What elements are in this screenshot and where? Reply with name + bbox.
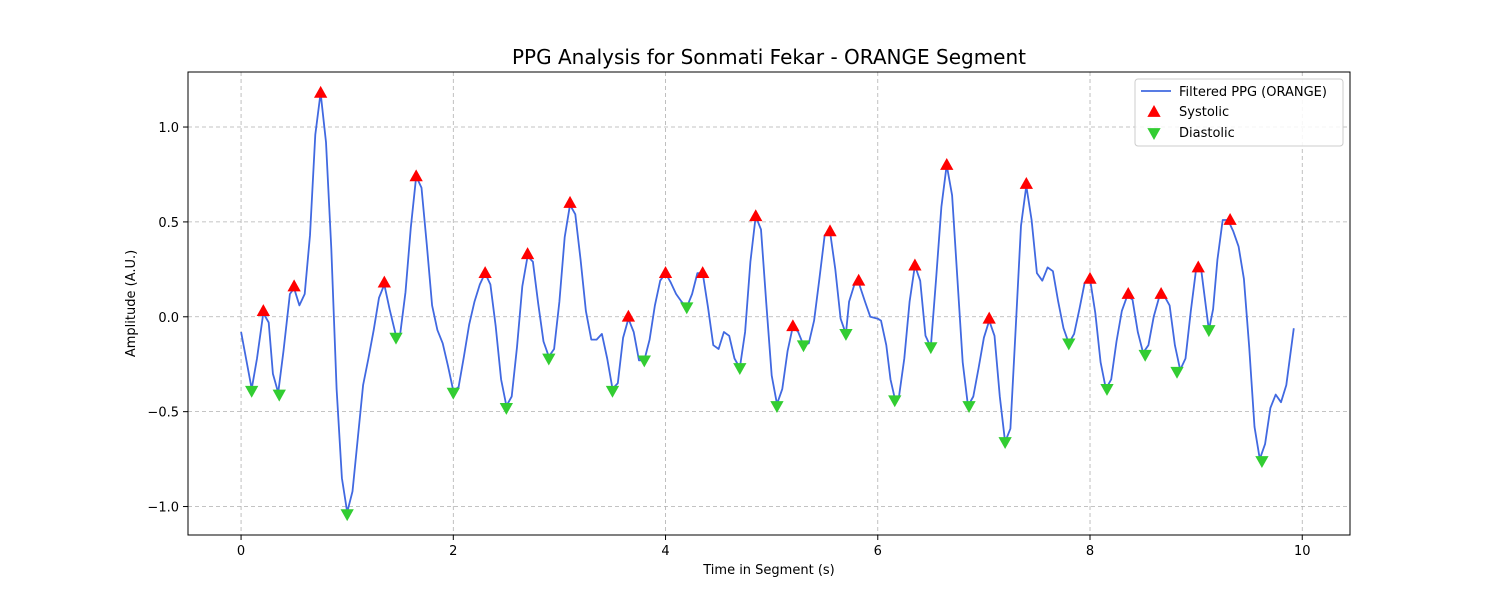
y-tick-label: 1.0 <box>158 121 179 136</box>
plot-frame <box>187 71 1351 536</box>
legend-label-diastolic: Diastolic <box>1179 126 1235 141</box>
systolic-point <box>563 195 577 208</box>
diastolic-point <box>888 395 902 408</box>
x-tick-label: 4 <box>661 544 669 559</box>
diastolic-point <box>733 363 747 376</box>
x-axis: 0 2 4 6 8 10 <box>237 535 1311 559</box>
diastolic-point <box>1170 366 1184 379</box>
x-axis-label: Time in Segment (s) <box>702 563 834 578</box>
y-axis: −1.0 −0.5 0.0 0.5 1.0 <box>147 121 188 516</box>
legend-label-systolic: Systolic <box>1179 105 1229 120</box>
diastolic-markers <box>245 302 1269 522</box>
systolic-point <box>1019 176 1033 189</box>
systolic-point <box>1083 271 1097 284</box>
systolic-point <box>256 304 270 316</box>
systolic-point <box>982 311 996 324</box>
diastolic-point <box>1138 349 1152 362</box>
diastolic-point <box>1062 338 1076 351</box>
diastolic-point <box>839 328 853 341</box>
x-tick-label: 0 <box>237 544 245 559</box>
y-tick-label: −1.0 <box>147 501 179 516</box>
diastolic-point <box>1202 325 1216 338</box>
systolic-markers <box>256 85 1237 332</box>
systolic-point <box>823 224 837 237</box>
systolic-point <box>1223 213 1237 225</box>
systolic-point <box>520 247 535 260</box>
diastolic-point <box>272 389 286 402</box>
diastolic-point <box>389 332 403 345</box>
diastolic-point <box>796 340 811 353</box>
systolic-point <box>287 279 301 292</box>
legend-swatch-diastolic <box>1147 128 1161 140</box>
chart-title: PPG Analysis for Sonmati Fekar - ORANGE … <box>512 45 1026 69</box>
x-tick-label: 10 <box>1294 544 1311 559</box>
y-tick-label: −0.5 <box>147 406 179 421</box>
systolic-point <box>1191 260 1205 273</box>
diastolic-point <box>245 385 259 398</box>
plot-area <box>240 85 1295 522</box>
diastolic-point <box>446 387 460 400</box>
diastolic-point <box>770 401 784 413</box>
legend-swatch-systolic <box>1147 105 1161 117</box>
systolic-point <box>696 266 710 279</box>
diastolic-point <box>340 509 354 522</box>
y-tick-label: 0.0 <box>158 311 179 326</box>
diastolic-point <box>499 402 514 415</box>
systolic-point <box>409 169 423 182</box>
y-tick-label: 0.5 <box>158 216 179 231</box>
systolic-point <box>658 266 673 279</box>
legend: Filtered PPG (ORANGE) Systolic Diastolic <box>1134 78 1344 147</box>
x-tick-label: 8 <box>1086 544 1094 559</box>
x-tick-label: 2 <box>449 544 457 559</box>
diastolic-point <box>1255 456 1269 468</box>
diastolic-point <box>1100 383 1114 396</box>
systolic-point <box>940 157 954 170</box>
diastolic-point <box>605 385 620 398</box>
systolic-point <box>1121 287 1135 299</box>
diastolic-point <box>998 437 1012 450</box>
systolic-point <box>786 319 800 332</box>
systolic-point <box>749 209 763 222</box>
legend-box <box>1134 78 1344 147</box>
diastolic-point <box>637 355 651 368</box>
legend-label-filtered-ppg: Filtered PPG (ORANGE) <box>1179 85 1327 100</box>
y-axis-label: Amplitude (A.U.) <box>124 250 139 357</box>
diastolic-point <box>924 342 938 355</box>
systolic-point <box>908 258 922 271</box>
systolic-point <box>313 85 328 98</box>
systolic-point <box>1154 287 1168 299</box>
series-line-filtered-ppg <box>240 92 1295 514</box>
diastolic-point <box>962 401 976 413</box>
systolic-point <box>478 266 492 279</box>
systolic-point <box>621 309 636 322</box>
systolic-point <box>377 275 391 288</box>
x-tick-label: 6 <box>874 544 882 559</box>
systolic-point <box>852 273 866 286</box>
diastolic-point <box>542 353 556 366</box>
diastolic-point <box>680 302 694 315</box>
